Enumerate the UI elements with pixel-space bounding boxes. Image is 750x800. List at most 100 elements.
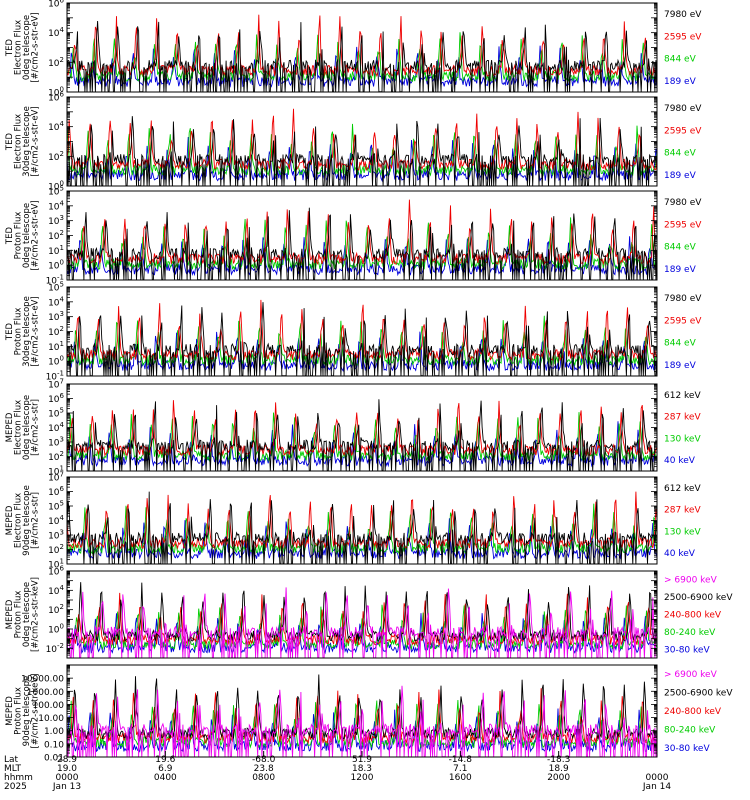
- x-tick-label-mlt: 19.0: [57, 764, 77, 774]
- legend-entry: 844 eV: [664, 149, 697, 159]
- legend-entry: 2500-6900 keV: [664, 593, 733, 603]
- y-tick-label: 0.01: [44, 754, 64, 764]
- y-axis-label: [#/cm2-s-str-eV]: [31, 106, 41, 176]
- y-axis-label: 0deg telescope: [22, 395, 32, 460]
- y-axis-label: [#/cm2-s-str-eV]: [31, 12, 41, 82]
- legend-entry: > 6900 keV: [664, 576, 718, 586]
- x-tick-label-lat: -18.3: [547, 755, 570, 765]
- y-axis-label: Proton Flux: [14, 308, 24, 356]
- y-axis-label: MEPED: [5, 696, 15, 726]
- legend-entry: 40 keV: [664, 549, 696, 559]
- y-tick-label: 107: [48, 378, 64, 391]
- y-tick-label: 102: [48, 150, 64, 163]
- x-tick-label-date: Jan 13: [52, 782, 81, 792]
- x-tick-label-lat: -14.8: [449, 755, 473, 765]
- legend-entry: 612 keV: [664, 484, 701, 494]
- legend-entry: 30-80 keV: [664, 744, 710, 754]
- x-tick-label-hhmm: 0400: [154, 773, 177, 783]
- y-axis-label: [#/cm2-s-str-eV]: [31, 296, 41, 366]
- x-tick-label-lat: 28.9: [57, 755, 77, 765]
- x-row-label: 2025: [4, 782, 27, 792]
- x-tick-label-hhmm: 0000: [646, 773, 669, 783]
- y-axis-label: Electron Flux: [14, 20, 24, 75]
- y-axis-label: 90deg telescope: [22, 485, 32, 556]
- legend-entry: 2595 eV: [664, 32, 702, 42]
- legend-entry: 130 keV: [664, 434, 701, 444]
- series-8-1: [66, 685, 658, 758]
- y-tick-label: 106: [48, 0, 64, 10]
- y-tick-label: 101: [48, 340, 64, 353]
- y-tick-label: 105: [48, 281, 64, 294]
- y-axis-label: 0deg telescope: [22, 582, 32, 647]
- y-axis-label: [#/cm2-s-str-keV]: [31, 577, 41, 652]
- y-axis-label: Proton Flux: [14, 687, 24, 735]
- series-5-1: [66, 399, 658, 472]
- y-tick-label: 104: [48, 26, 64, 39]
- legend-entry: 189 eV: [664, 265, 697, 275]
- legend-entry: 30-80 keV: [664, 645, 710, 655]
- x-tick-label-mlt: 18.3: [352, 764, 372, 774]
- legend-entry: 287 keV: [664, 413, 701, 423]
- y-tick-label: 10-1: [46, 274, 64, 287]
- y-tick-label: 100: [48, 180, 64, 193]
- legend-entry: 2500-6900 keV: [664, 689, 733, 699]
- legend-entry: 2595 eV: [664, 126, 702, 136]
- series-5-2: [66, 400, 658, 457]
- y-tick-label: 102: [48, 603, 64, 616]
- y-axis-label: Electron Flux: [14, 400, 24, 455]
- y-tick-label: 106: [48, 91, 64, 104]
- x-tick-label-hhmm: 2000: [547, 773, 570, 783]
- y-axis-label: Electron Flux: [14, 114, 24, 169]
- y-axis-label: [#/cm2-s-str-keV]: [31, 674, 41, 749]
- y-tick-label: 106: [48, 392, 64, 405]
- legend-entry: 240-800 keV: [664, 611, 722, 621]
- y-axis-label: 0deg telescope: [22, 203, 32, 268]
- y-tick-label: 102: [48, 450, 64, 463]
- legend-entry: 130 keV: [664, 527, 701, 537]
- y-tick-label: 104: [48, 199, 64, 212]
- legend-entry: 7980 eV: [664, 104, 702, 114]
- y-tick-label: 104: [48, 295, 64, 308]
- y-axis-label: MEPED: [5, 505, 15, 535]
- y-tick-label: 101: [48, 244, 64, 257]
- series-2-1: [66, 116, 658, 187]
- x-tick-label-lat: 19.6: [155, 755, 175, 765]
- series-7-1: [66, 587, 658, 659]
- legend-entry: 2595 eV: [664, 316, 702, 326]
- y-axis-label: 90deg telescope: [22, 676, 32, 747]
- y-tick-label: 105: [48, 185, 64, 198]
- y-tick-label: 104: [48, 120, 64, 133]
- x-row-label: MLT: [4, 764, 22, 774]
- x-tick-label-mlt: 23.8: [254, 764, 274, 774]
- y-tick-label: 105: [48, 500, 64, 513]
- x-row-label: Lat: [4, 755, 19, 765]
- series-1-1: [66, 20, 658, 93]
- legend-entry: 287 keV: [664, 506, 701, 516]
- y-tick-label: 10-2: [46, 642, 64, 655]
- y-tick-label: 102: [48, 229, 64, 242]
- y-tick-label: 100: [48, 259, 64, 272]
- y-axis-label: MEPED: [5, 599, 15, 629]
- series-6-1: [66, 491, 658, 565]
- y-tick-label: 107: [48, 471, 64, 484]
- y-tick-label: 104: [48, 584, 64, 597]
- x-tick-label-hhmm: 1600: [449, 773, 472, 783]
- y-axis-label: TED: [5, 38, 15, 57]
- x-tick-label-hhmm: 0800: [252, 773, 275, 783]
- y-tick-label: 101: [48, 465, 64, 478]
- y-tick-label: 106: [48, 485, 64, 498]
- y-tick-label: 102: [48, 325, 64, 338]
- y-axis-label: [#/cm2-s-str]: [31, 399, 41, 456]
- y-tick-label: 106: [48, 565, 64, 578]
- y-tick-label: 10-1: [46, 370, 64, 383]
- y-tick-label: 104: [48, 421, 64, 434]
- x-tick-label-lat: -68.0: [252, 755, 276, 765]
- legend-entry: 2595 eV: [664, 220, 702, 230]
